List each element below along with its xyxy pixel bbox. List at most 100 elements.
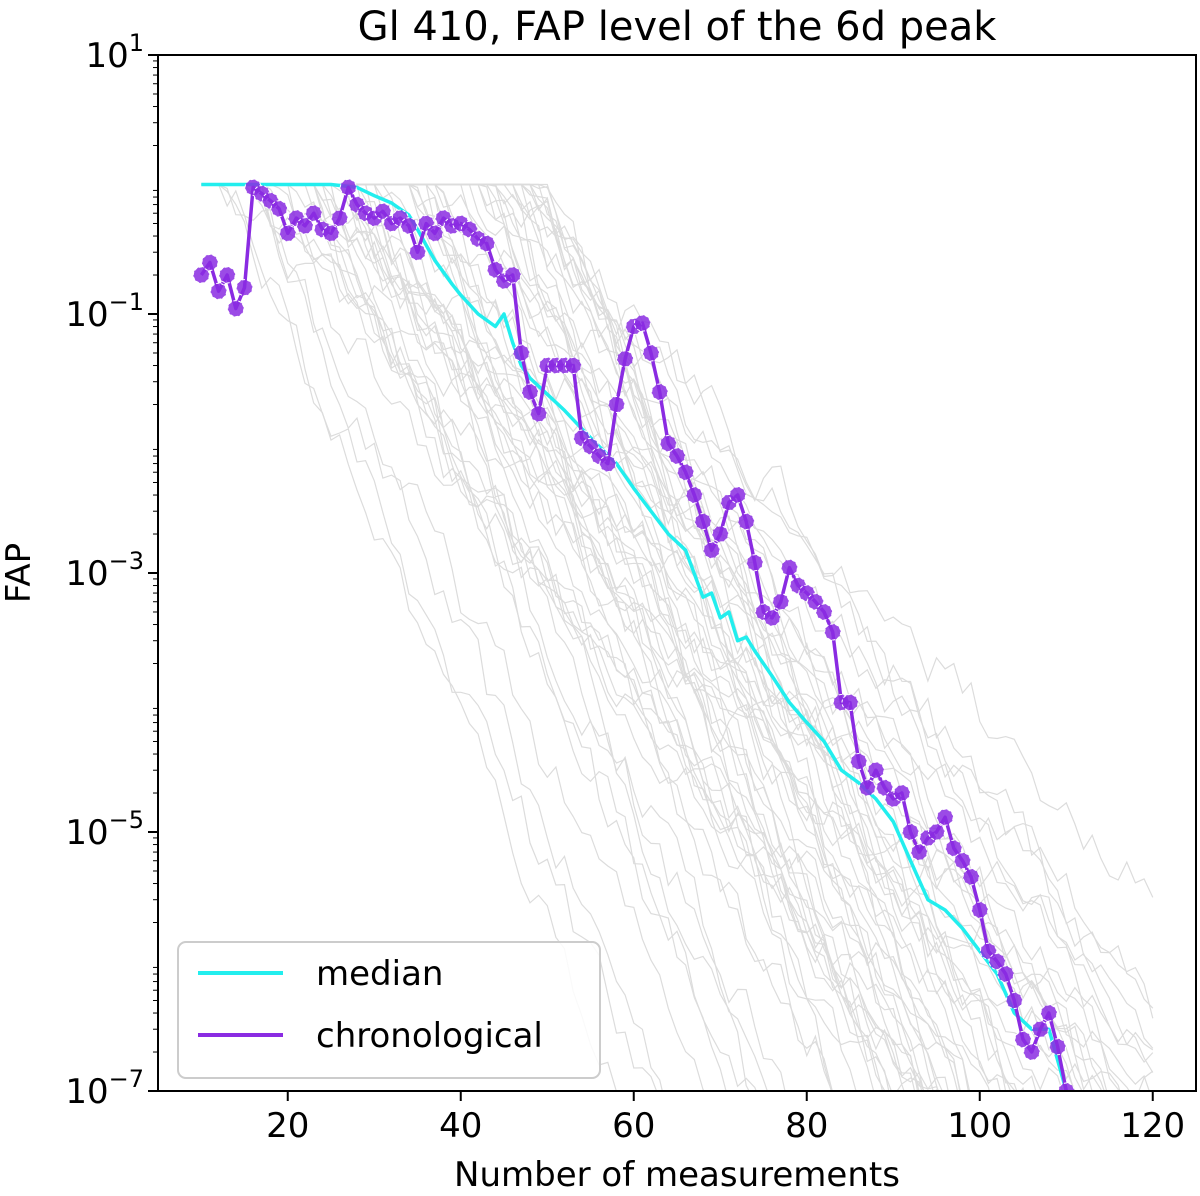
chronological-point [703,541,721,559]
chronological-point [729,486,747,504]
chart-title: Gl 410, FAP level of the 6d peak [358,4,998,50]
chronological-point [1031,1020,1049,1038]
chronological-point [1005,992,1023,1009]
chronological-point [296,217,314,235]
chronological-point [218,266,236,284]
chronological-point [954,852,971,870]
legend-label-median: median [316,954,443,994]
legend-box [177,941,601,1079]
y-tick-label: 10−5 [65,806,144,853]
x-tick-label: 100 [947,1106,1012,1146]
chronological-point [772,593,790,611]
chronological-point [305,204,323,222]
chronological-point [824,623,842,641]
y-tick-label: 10−7 [65,1065,144,1112]
chronological-point [400,217,418,235]
chronological-point [971,901,989,919]
chronological-point [1023,1043,1041,1061]
chronological-point [928,823,945,841]
axis-ticks: 20 40 60 80 100 120 101 10−1 10−3 10−5 10−7 [65,29,1185,1146]
x-tick-label: 20 [266,1106,309,1146]
chronological-point [192,266,210,284]
simulation-line [201,183,705,1091]
chronological-point [331,209,349,227]
chronological-point [270,200,288,218]
chronological-markers [192,178,1075,1091]
chronological-point [227,300,245,318]
chronological-point [746,554,764,572]
chronological-point [936,808,954,826]
chronological-point [780,559,798,577]
chronological-point [1057,1082,1075,1091]
chronological-point [668,447,686,465]
chronological-point [893,784,911,802]
simulation-line [201,183,1016,1091]
chronological-point [858,779,876,797]
chronological-point [504,266,522,284]
chronological-point [201,254,219,271]
chronological-point [339,178,357,196]
chronological-point [651,383,669,401]
chronological-point [521,383,539,401]
chronological-point [236,279,253,297]
simulation-line [201,183,1076,1091]
chronological-point [997,965,1015,983]
chronological-point [677,463,695,481]
legend-label-chronological: chronological [316,1016,543,1056]
chronological-point [659,435,677,452]
chronological-point [737,513,755,530]
y-tick-label: 10−3 [65,547,144,594]
simulation-line [201,183,1075,1091]
chronological-point [642,344,660,362]
x-tick-label: 60 [612,1106,655,1146]
chronological-point [815,603,833,621]
chronological-point [1049,1038,1067,1056]
chronological-point [210,282,228,300]
chronological-point [279,224,297,242]
chronological-point [902,823,919,841]
chronological-point [599,455,617,473]
chronological-point [616,350,634,368]
chronological-point [876,779,894,797]
x-tick-label: 40 [439,1106,482,1146]
chronological-point [694,513,712,530]
chronological-point [850,753,868,770]
simulation-line [201,183,663,1091]
simulation-line [201,183,905,1091]
chronological-point [1014,1031,1032,1048]
chronological-point [633,314,651,332]
chronological-point [711,525,729,543]
chronological-point [530,405,548,423]
chronological-point [426,224,444,242]
chronological-point [841,694,859,711]
x-tick-label: 120 [1120,1106,1185,1146]
chronological-point [374,202,392,220]
y-axis-label: FAP [0,543,39,603]
chronological-point [478,235,496,252]
chronological-point [988,953,1006,970]
chronological-point [486,261,504,279]
chronological-point [910,843,928,861]
chronological-point [564,357,582,374]
y-tick-label: 101 [85,29,144,76]
x-tick-label: 80 [785,1106,828,1146]
simulation-line [201,183,939,1091]
chronological-point [1040,1004,1058,1022]
x-axis-label: Number of measurements [454,1155,900,1195]
chronological-point [409,243,426,261]
series-line-median [201,182,1068,1091]
legend: median chronological [177,941,601,1079]
chronological-point [945,839,963,857]
simulation-line [201,183,658,1091]
chronological-point [763,609,781,627]
chronological-point [962,868,980,886]
chronological-point [608,396,625,413]
simulation-line [201,183,959,1091]
chronological-point [685,486,703,504]
simulation-line [201,183,1154,898]
chronological-point [867,761,885,779]
chronological-point [512,344,530,362]
y-tick-label: 10−1 [65,288,144,335]
chronological-point [322,224,340,242]
